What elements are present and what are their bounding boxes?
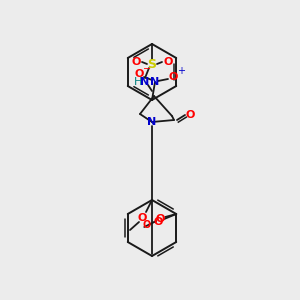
Text: O: O bbox=[137, 213, 147, 223]
Text: +: + bbox=[177, 66, 185, 76]
Text: O: O bbox=[168, 72, 178, 82]
Text: −: − bbox=[143, 64, 151, 74]
Text: N: N bbox=[147, 117, 157, 127]
Text: O: O bbox=[142, 220, 150, 230]
Text: O: O bbox=[185, 110, 195, 120]
Text: S: S bbox=[148, 58, 157, 70]
Text: O: O bbox=[134, 69, 144, 79]
Text: O: O bbox=[154, 217, 163, 227]
Text: N: N bbox=[140, 77, 150, 87]
Text: O: O bbox=[131, 57, 141, 67]
Text: N: N bbox=[150, 77, 160, 87]
Text: O: O bbox=[163, 57, 173, 67]
Text: O: O bbox=[156, 214, 165, 224]
Text: H: H bbox=[134, 77, 142, 87]
